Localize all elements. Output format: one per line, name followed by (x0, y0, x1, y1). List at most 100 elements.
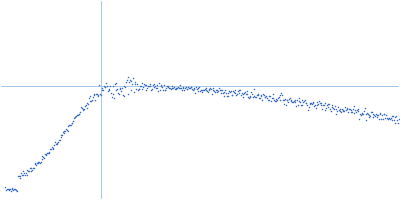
Point (26, 167, 33, 170)
Point (72, 115, 79, 119)
Point (59, 134, 65, 137)
Point (146, 84, 152, 87)
Point (244, 90, 250, 93)
Point (95, 94, 102, 97)
Point (126, 81, 132, 84)
Point (346, 108, 353, 111)
Point (333, 108, 340, 111)
Point (375, 114, 381, 117)
Point (374, 115, 380, 119)
Point (193, 85, 199, 88)
Point (246, 96, 252, 99)
Point (190, 88, 196, 91)
Point (117, 86, 124, 89)
Point (61, 131, 68, 134)
Point (291, 98, 298, 101)
Point (366, 116, 373, 119)
Point (168, 86, 175, 90)
Point (305, 108, 311, 112)
Point (383, 113, 389, 116)
Point (178, 87, 184, 90)
Point (276, 95, 282, 98)
Point (205, 90, 211, 94)
Point (301, 100, 307, 103)
Point (206, 89, 212, 92)
Point (329, 104, 336, 107)
Point (212, 90, 218, 93)
Point (379, 114, 385, 117)
Point (339, 107, 345, 111)
Point (248, 90, 254, 94)
Point (230, 89, 236, 92)
Point (320, 104, 327, 107)
Point (355, 108, 362, 111)
Point (124, 75, 131, 78)
Point (66, 123, 72, 127)
Point (237, 88, 244, 92)
Point (306, 105, 312, 108)
Point (267, 95, 273, 98)
Point (122, 85, 128, 89)
Point (158, 84, 164, 87)
Point (186, 87, 192, 90)
Point (198, 88, 204, 91)
Point (323, 106, 329, 109)
Point (228, 93, 235, 96)
Point (101, 84, 107, 87)
Point (136, 87, 142, 91)
Point (275, 96, 281, 99)
Point (24, 173, 30, 176)
Point (258, 95, 265, 98)
Point (199, 88, 206, 92)
Point (347, 108, 354, 111)
Point (85, 103, 91, 106)
Point (289, 100, 296, 104)
Point (150, 83, 156, 87)
Point (251, 88, 258, 91)
Point (186, 86, 193, 89)
Point (46, 151, 52, 154)
Point (93, 93, 99, 96)
Point (210, 86, 217, 89)
Point (309, 102, 315, 106)
Point (290, 99, 297, 102)
Point (332, 105, 338, 108)
Point (349, 110, 355, 113)
Point (162, 88, 168, 91)
Point (280, 103, 287, 106)
Point (190, 87, 197, 90)
Point (384, 117, 391, 121)
Point (224, 95, 230, 98)
Point (34, 161, 40, 164)
Point (302, 99, 308, 102)
Point (131, 91, 137, 94)
Point (102, 85, 108, 88)
Point (21, 172, 28, 175)
Point (239, 92, 246, 96)
Point (5, 189, 12, 192)
Point (182, 87, 188, 90)
Point (67, 123, 73, 126)
Point (197, 89, 203, 92)
Point (344, 107, 350, 110)
Point (144, 86, 150, 89)
Point (229, 94, 236, 97)
Point (285, 100, 292, 103)
Point (354, 108, 360, 111)
Point (113, 81, 120, 84)
Point (90, 95, 96, 99)
Point (317, 104, 324, 107)
Point (276, 93, 283, 97)
Point (110, 93, 116, 96)
Point (13, 188, 20, 191)
Point (170, 86, 176, 90)
Point (364, 111, 370, 114)
Point (261, 93, 267, 96)
Point (370, 115, 376, 118)
Point (83, 106, 90, 109)
Point (253, 95, 259, 99)
Point (63, 128, 69, 131)
Point (68, 122, 75, 125)
Point (188, 85, 194, 88)
Point (297, 100, 303, 103)
